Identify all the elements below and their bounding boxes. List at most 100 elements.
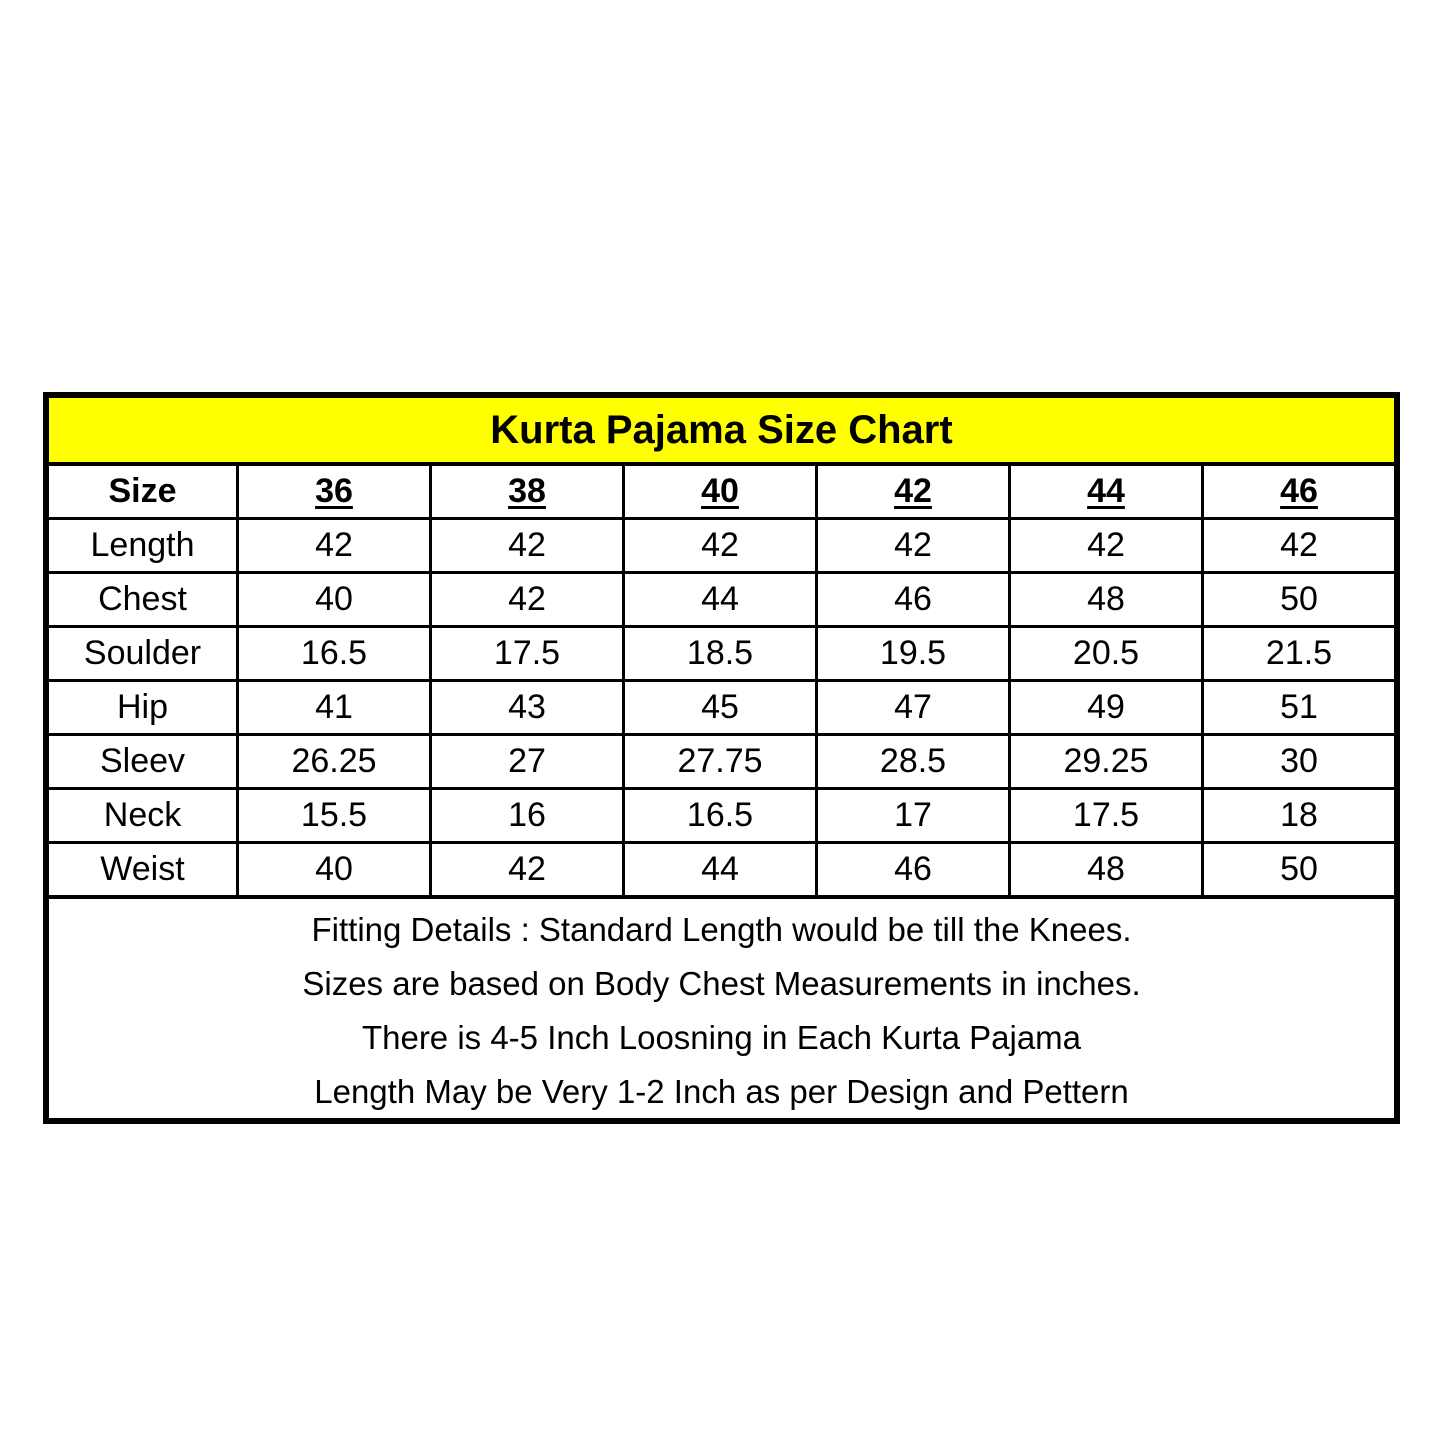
table-cell: 18.5 [625, 628, 818, 682]
cell-text: 46 [894, 850, 932, 888]
cell-text: 49 [1087, 688, 1125, 726]
cell-text: 44 [1087, 472, 1125, 510]
table-cell: 15.5 [239, 790, 432, 844]
cell-text: 29.25 [1063, 742, 1149, 780]
table-cell: 40 [239, 574, 432, 628]
size-chart: Kurta Pajama Size Chart Size 36 38 40 42 44 46… [43, 392, 1400, 1124]
cell-text: Neck [103, 796, 182, 834]
cell-text: Hip [116, 688, 169, 726]
cell-text: 50 [1280, 580, 1318, 618]
note-line: Length May be Very 1-2 Inch as per Desig… [314, 1073, 1129, 1110]
cell-text: 16.5 [686, 796, 754, 834]
table-cell: 49 [1011, 682, 1204, 736]
table-cell: 42 [239, 520, 432, 574]
size-table: Size 36 38 40 42 44 46 Length 42 42 42 42 42 42 Chest 4… [49, 466, 1394, 899]
table-cell: 17 [818, 790, 1011, 844]
table-cell: 16.5 [625, 790, 818, 844]
measurement-label: Weist [49, 844, 239, 899]
measurement-label: Neck [49, 790, 239, 844]
table-cell: 29.25 [1011, 736, 1204, 790]
cell-text: 17.5 [1072, 796, 1140, 834]
cell-text: Length [90, 526, 195, 564]
cell-text: 16 [508, 796, 546, 834]
table-cell: 19.5 [818, 628, 1011, 682]
cell-text: 27 [508, 742, 546, 780]
cell-text: 42 [894, 526, 932, 564]
cell-text: 46 [1280, 472, 1318, 510]
cell-text: Chest [98, 580, 187, 618]
cell-text: 38 [508, 472, 546, 510]
cell-text: 42 [1280, 526, 1318, 564]
cell-text: 46 [894, 580, 932, 618]
table-cell: 45 [625, 682, 818, 736]
cell-text: 19.5 [879, 634, 947, 672]
cell-text: 26.25 [291, 742, 377, 780]
table-cell: 40 [239, 844, 432, 899]
table-cell: 42 [432, 574, 625, 628]
table-cell: 42 [625, 520, 818, 574]
cell-text: 42 [508, 526, 546, 564]
cell-text: 48 [1087, 580, 1125, 618]
table-cell: 42 [1204, 520, 1394, 574]
cell-text: 40 [315, 580, 353, 618]
table-cell: 46 [818, 574, 1011, 628]
cell-text: 18.5 [686, 634, 754, 672]
cell-text: 48 [1087, 850, 1125, 888]
measurement-label: Soulder [49, 628, 239, 682]
table-cell: 44 [625, 574, 818, 628]
note-line: There is 4-5 Inch Loosning in Each Kurta… [361, 1019, 1082, 1056]
cell-text: Size [108, 472, 177, 510]
cell-text: 20.5 [1072, 634, 1140, 672]
cell-text: 42 [894, 472, 932, 510]
cell-text: 42 [508, 580, 546, 618]
cell-text: 41 [315, 688, 353, 726]
table-cell: 41 [239, 682, 432, 736]
table-cell: 46 [818, 844, 1011, 899]
size-header-cell: 36 [239, 466, 432, 520]
table-cell: 42 [818, 520, 1011, 574]
table-cell: 16.5 [239, 628, 432, 682]
table-cell: 42 [1011, 520, 1204, 574]
note-line: Fitting Details : Standard Length would … [311, 911, 1132, 948]
table-cell: 27 [432, 736, 625, 790]
table-cell: 30 [1204, 736, 1394, 790]
size-header-cell: 38 [432, 466, 625, 520]
size-header-cell: 44 [1011, 466, 1204, 520]
table-cell: 21.5 [1204, 628, 1394, 682]
table-cell: 44 [625, 844, 818, 899]
table-cell: 51 [1204, 682, 1394, 736]
table-cell: 42 [432, 520, 625, 574]
cell-text: Soulder [83, 634, 202, 672]
cell-text: 42 [1087, 526, 1125, 564]
cell-text: 36 [315, 472, 353, 510]
cell-text: 30 [1280, 742, 1318, 780]
table-cell: 26.25 [239, 736, 432, 790]
table-cell: 27.75 [625, 736, 818, 790]
measurement-label: Length [49, 520, 239, 574]
cell-text: Sleev [99, 742, 186, 780]
cell-text: 42 [315, 526, 353, 564]
table-cell: 43 [432, 682, 625, 736]
size-header-cell: 46 [1204, 466, 1394, 520]
cell-text: 27.75 [677, 742, 763, 780]
measurement-label: Chest [49, 574, 239, 628]
cell-text: 40 [315, 850, 353, 888]
cell-text: 40 [701, 472, 739, 510]
table-cell: 47 [818, 682, 1011, 736]
note-line: Sizes are based on Body Chest Measuremen… [302, 965, 1141, 1002]
measurement-label: Hip [49, 682, 239, 736]
cell-text: 42 [701, 526, 739, 564]
cell-text: 17.5 [493, 634, 561, 672]
chart-title: Kurta Pajama Size Chart [49, 398, 1394, 466]
header-label: Size [49, 466, 239, 520]
cell-text: 44 [701, 850, 739, 888]
table-cell: 16 [432, 790, 625, 844]
table-cell: 50 [1204, 574, 1394, 628]
cell-text: 28.5 [879, 742, 947, 780]
fitting-notes: Fitting Details : Standard Length would … [49, 899, 1394, 1119]
size-header-cell: 40 [625, 466, 818, 520]
cell-text: 21.5 [1265, 634, 1333, 672]
table-cell: 20.5 [1011, 628, 1204, 682]
table-cell: 18 [1204, 790, 1394, 844]
cell-text: 15.5 [300, 796, 368, 834]
